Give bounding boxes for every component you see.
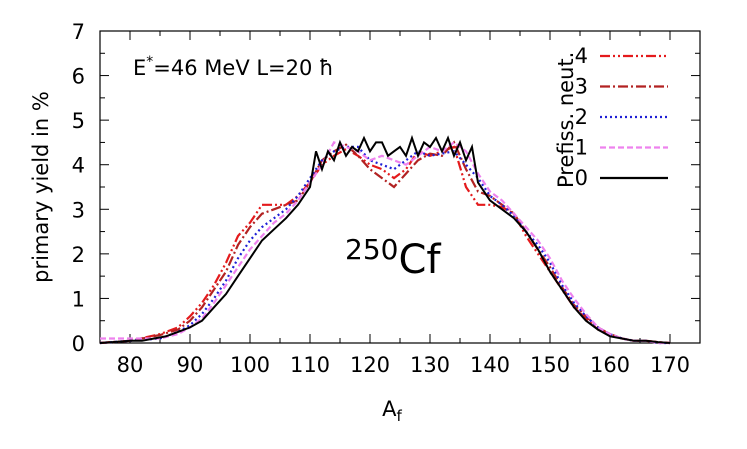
legend-label-0: 0 bbox=[575, 166, 588, 190]
x-axis-title: Af bbox=[382, 397, 402, 425]
x-tick-label: 120 bbox=[350, 353, 390, 377]
y-tick-label: 2 bbox=[72, 243, 85, 267]
y-tick-label: 6 bbox=[72, 65, 85, 89]
series-layer bbox=[99, 134, 671, 345]
x-tick-label: 160 bbox=[590, 353, 630, 377]
legend-label-3: 3 bbox=[575, 75, 588, 99]
x-tick-label: 150 bbox=[530, 353, 570, 377]
legend-label-1: 1 bbox=[575, 136, 588, 160]
y-tick-label: 0 bbox=[72, 332, 85, 356]
x-tick-label: 100 bbox=[230, 353, 270, 377]
y-tick-label: 1 bbox=[72, 287, 85, 311]
energy-annotation: E*=46 MeV L=20 ħ bbox=[133, 54, 334, 80]
nucleus-label: 250Cf bbox=[345, 233, 441, 283]
series-line-3 bbox=[99, 140, 671, 345]
legend-label-2: 2 bbox=[575, 105, 588, 129]
y-axis-title: primary yield in % bbox=[29, 91, 53, 283]
legend: 4 3 2 1 0 bbox=[575, 44, 668, 190]
legend-label-4: 4 bbox=[575, 44, 588, 68]
x-tick-label: 170 bbox=[650, 353, 690, 377]
y-tick-label: 7 bbox=[72, 20, 85, 44]
series-line-1 bbox=[100, 141, 670, 345]
legend-title: Prefiss. neut. bbox=[554, 52, 578, 188]
y-tick-label: 4 bbox=[72, 154, 85, 178]
series-line-0 bbox=[99, 134, 671, 344]
y-tick-label: 3 bbox=[72, 198, 85, 222]
x-tick-label: 110 bbox=[290, 353, 330, 377]
x-tick-label: 80 bbox=[117, 353, 144, 377]
x-tick-label: 130 bbox=[410, 353, 450, 377]
x-tick-label: 140 bbox=[470, 353, 510, 377]
y-tick-label: 5 bbox=[72, 109, 85, 133]
x-tick-label: 90 bbox=[177, 353, 204, 377]
